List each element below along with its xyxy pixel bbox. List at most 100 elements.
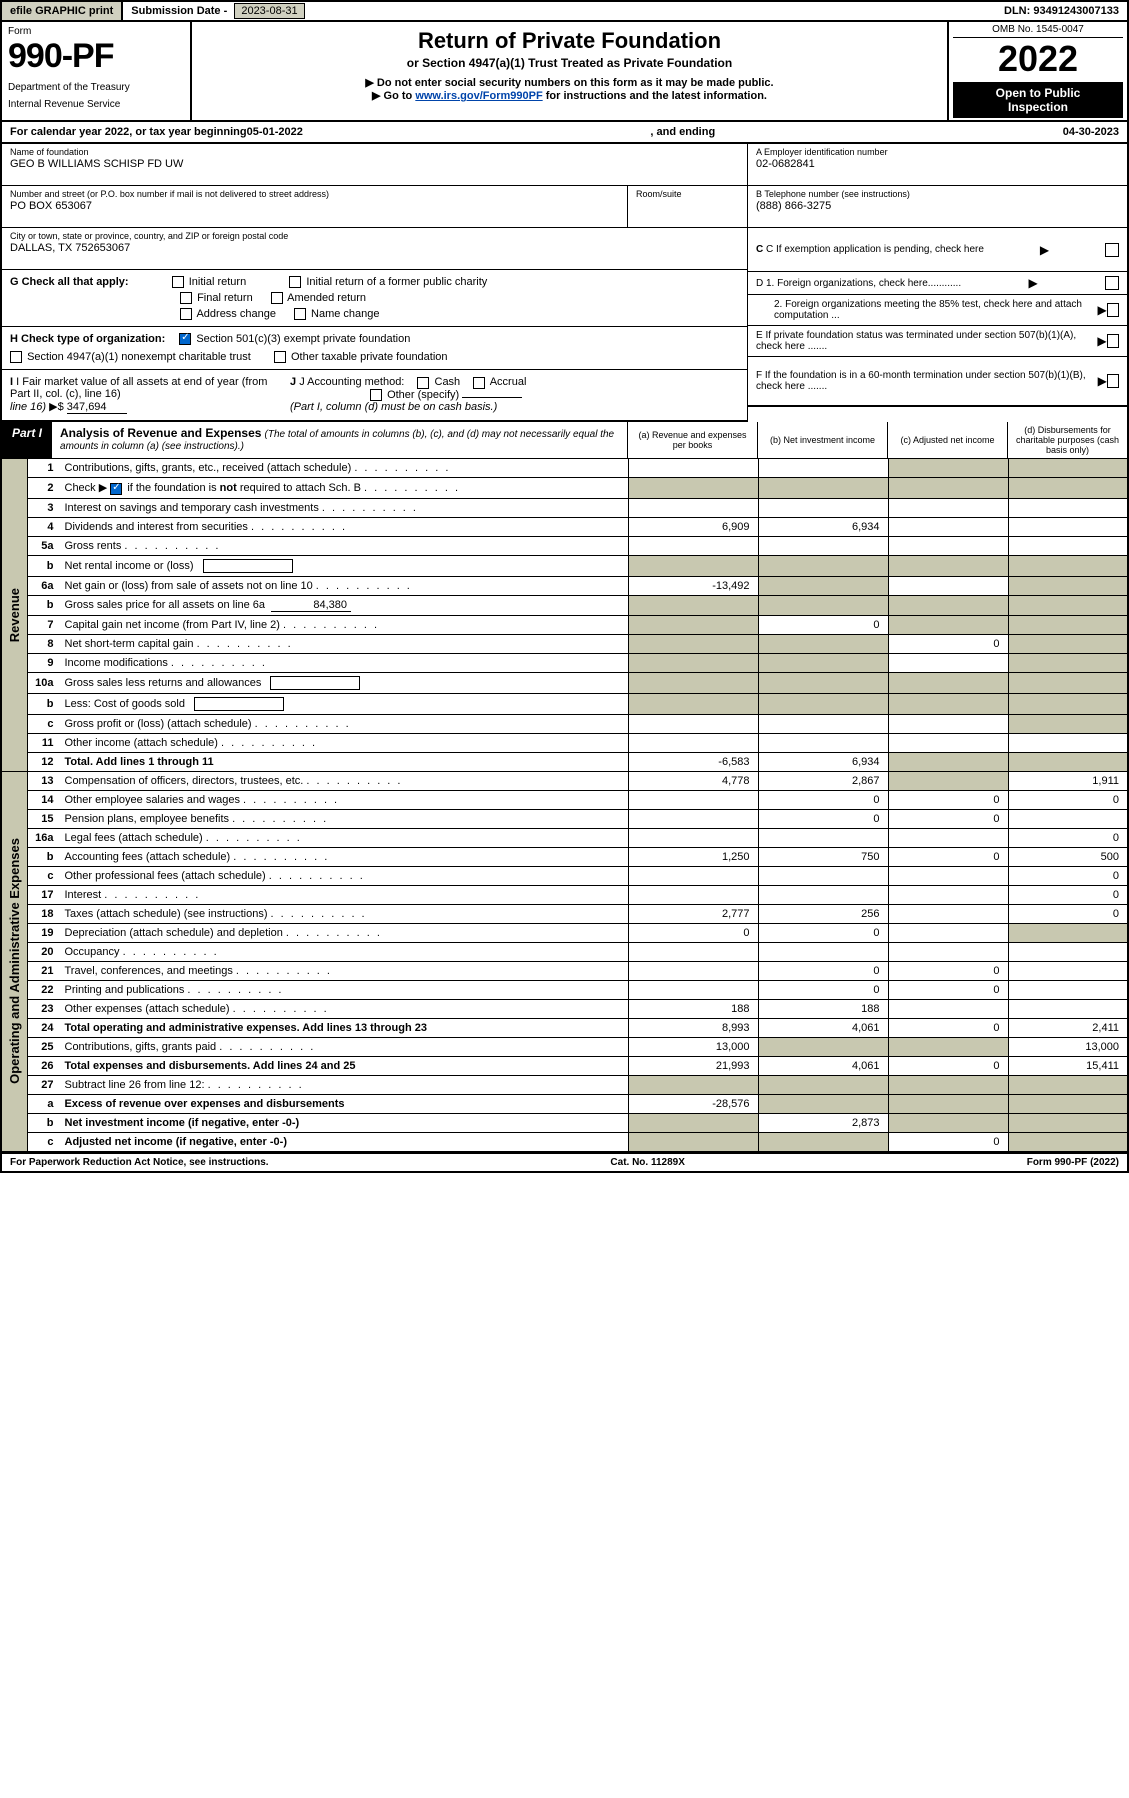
cell-c [888, 771, 1008, 790]
line-desc: Legal fees (attach schedule) [60, 828, 629, 847]
cell-b [758, 828, 888, 847]
cell-b: 0 [758, 615, 888, 634]
table-row: bNet rental income or (loss) [1, 555, 1128, 576]
line-number: 26 [28, 1056, 60, 1075]
line-desc: Other employee salaries and wages [60, 790, 629, 809]
side-label: Revenue [1, 459, 28, 771]
checkbox-d1[interactable] [1105, 276, 1119, 290]
checkbox-schb[interactable] [110, 483, 122, 495]
calyear-end: 04-30-2023 [1063, 126, 1119, 138]
cell-d [1008, 980, 1128, 999]
j-cash: Cash [435, 376, 461, 388]
cell-c: 0 [888, 1056, 1008, 1075]
cell-c [888, 866, 1008, 885]
line-number: 17 [28, 885, 60, 904]
checkbox-f[interactable] [1107, 374, 1119, 388]
table-row: 27Subtract line 26 from line 12: [1, 1075, 1128, 1094]
cell-d [1008, 478, 1128, 498]
section-h: H Check type of organization: Section 50… [2, 327, 747, 370]
form-header: Form 990-PF Department of the Treasury I… [0, 22, 1129, 122]
checkbox-e[interactable] [1107, 334, 1119, 348]
table-row: 22Printing and publications 00 [1, 980, 1128, 999]
cell-d: 1,911 [1008, 771, 1128, 790]
cell-a [628, 733, 758, 752]
checkbox-initial[interactable] [172, 276, 184, 288]
cell-c [888, 536, 1008, 555]
cell-b [758, 576, 888, 595]
line-desc: Excess of revenue over expenses and disb… [60, 1094, 629, 1113]
line-desc: Total expenses and disbursements. Add li… [60, 1056, 629, 1075]
cell-d [1008, 999, 1128, 1018]
cell-c [888, 1037, 1008, 1056]
g-initial-former: Initial return of a former public charit… [306, 276, 487, 288]
checkbox-accrual[interactable] [473, 377, 485, 389]
checkbox-501c3[interactable] [179, 333, 191, 345]
efile-print-button[interactable]: efile GRAPHIC print [2, 2, 123, 20]
part1-header: Part I Analysis of Revenue and Expenses … [0, 422, 1129, 459]
cell-c [888, 517, 1008, 536]
checkbox-other-taxable[interactable] [274, 351, 286, 363]
inline-input[interactable] [194, 697, 284, 711]
cell-b [758, 498, 888, 517]
inline-input[interactable] [203, 559, 293, 573]
line-number: b [28, 693, 60, 714]
table-row: 17Interest 0 [1, 885, 1128, 904]
entity-info: Name of foundation GEO B WILLIAMS SCHISP… [0, 144, 1129, 422]
table-row: 23Other expenses (attach schedule) 18818… [1, 999, 1128, 1018]
arrow-icon: ▶ [1028, 276, 1037, 290]
cell-d [1008, 634, 1128, 653]
cell-c [888, 576, 1008, 595]
room-cell: Room/suite [627, 186, 747, 228]
f-label: F If the foundation is in a 60-month ter… [756, 370, 1098, 392]
checkbox-address-change[interactable] [180, 308, 192, 320]
checkbox-cash[interactable] [417, 377, 429, 389]
instructions-link[interactable]: www.irs.gov/Form990PF [415, 90, 542, 102]
line-desc: Net rental income or (loss) [60, 555, 629, 576]
line-desc: Check ▶ if the foundation is not require… [60, 478, 629, 498]
c-label: C If exemption application is pending, c… [766, 244, 984, 255]
inline-value: 84,380 [271, 599, 351, 612]
cell-c [888, 653, 1008, 672]
line-desc: Gross sales less returns and allowances [60, 672, 629, 693]
cell-d: 0 [1008, 828, 1128, 847]
line-desc: Total operating and administrative expen… [60, 1018, 629, 1037]
cell-a [628, 961, 758, 980]
line-desc: Other income (attach schedule) [60, 733, 629, 752]
cell-d [1008, 595, 1128, 615]
line-desc: Gross profit or (loss) (attach schedule) [60, 714, 629, 733]
calyear-mid: , and ending [303, 126, 1063, 138]
form-subtitle-1: or Section 4947(a)(1) Trust Treated as P… [202, 56, 937, 70]
cell-a: 0 [628, 923, 758, 942]
cell-c: 0 [888, 847, 1008, 866]
checkbox-name-change[interactable] [294, 308, 306, 320]
checkbox-4947[interactable] [10, 351, 22, 363]
checkbox-d2[interactable] [1107, 303, 1119, 317]
d2-label: 2. Foreign organizations meeting the 85%… [756, 299, 1097, 321]
cell-a [628, 498, 758, 517]
checkbox-other-method[interactable] [370, 389, 382, 401]
cell-c [888, 733, 1008, 752]
cell-b: 2,867 [758, 771, 888, 790]
cell-d: 0 [1008, 866, 1128, 885]
cell-a: 188 [628, 999, 758, 1018]
cell-d: 2,411 [1008, 1018, 1128, 1037]
checkbox-c[interactable] [1105, 243, 1119, 257]
section-g: G Check all that apply: Initial return I… [2, 270, 747, 327]
line-number: 11 [28, 733, 60, 752]
checkbox-initial-former[interactable] [289, 276, 301, 288]
checkbox-amended[interactable] [271, 292, 283, 304]
cell-c: 0 [888, 980, 1008, 999]
open-line1: Open to Public [996, 86, 1081, 100]
table-row: 5aGross rents [1, 536, 1128, 555]
cell-c [888, 693, 1008, 714]
line-number: b [28, 847, 60, 866]
line-desc: Income modifications [60, 653, 629, 672]
inline-input[interactable] [270, 676, 360, 690]
cell-d [1008, 517, 1128, 536]
col-d-header: (d) Disbursements for charitable purpose… [1007, 422, 1127, 458]
checkbox-final[interactable] [180, 292, 192, 304]
dept-treasury: Department of the Treasury [8, 82, 184, 93]
cell-a: 2,777 [628, 904, 758, 923]
cell-c [888, 478, 1008, 498]
omb-number: OMB No. 1545-0047 [953, 24, 1123, 38]
